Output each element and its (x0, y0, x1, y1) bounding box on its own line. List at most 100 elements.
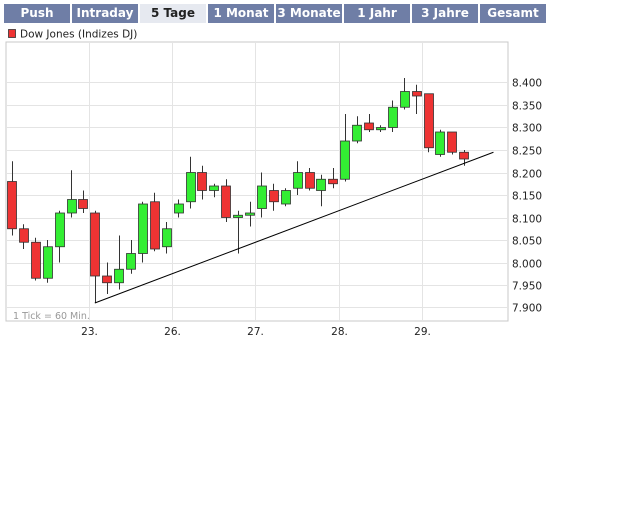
candle (281, 188, 291, 207)
candle-body (424, 93, 434, 149)
candle-body (435, 131, 445, 155)
y-tick-label: 8.350 (512, 101, 542, 113)
candle (293, 161, 303, 195)
candle-body (233, 214, 243, 218)
candle (245, 201, 255, 227)
tab-gesamt[interactable]: Gesamt (480, 4, 546, 23)
candle-body (293, 172, 303, 189)
candle (55, 210, 65, 263)
candle-body (114, 268, 124, 284)
candle-body (388, 106, 398, 128)
legend-label: Dow Jones (Indizes DJ) (20, 29, 137, 41)
candle (102, 262, 112, 294)
candle (352, 116, 362, 144)
x-tick-label: 27. (247, 326, 264, 338)
candle (197, 165, 207, 200)
candle-body (31, 241, 41, 279)
y-tick-label: 8.200 (512, 169, 542, 181)
candle (90, 210, 100, 303)
candle-body (269, 190, 279, 203)
candle (316, 174, 326, 207)
candle (424, 93, 434, 153)
candle (43, 240, 53, 283)
candle-body (459, 151, 469, 160)
x-tick-label: 29. (414, 326, 431, 338)
plot-frame (5, 41, 509, 322)
trend-line (94, 151, 494, 304)
tick-interval-note: 1 Tick = 60 Min. (13, 311, 90, 322)
y-tick-label: 8.150 (512, 191, 542, 203)
candle (340, 114, 350, 182)
candle-body (174, 203, 184, 214)
candle (388, 100, 398, 132)
candle (328, 168, 338, 189)
y-tick-label: 7.950 (512, 281, 542, 293)
candle-body (412, 91, 422, 97)
candle-body (316, 178, 326, 191)
candle-body (305, 172, 315, 189)
candle (209, 183, 219, 198)
tab-1-jahr[interactable]: 1 Jahr (344, 4, 410, 23)
candle (364, 114, 374, 132)
candle (257, 172, 267, 218)
candle (376, 125, 386, 132)
tab-1-monat[interactable]: 1 Monat (208, 4, 274, 23)
candle-body (221, 185, 231, 218)
tab-3-monate[interactable]: 3 Monate (276, 4, 342, 23)
candle (435, 129, 445, 157)
candle-body (78, 199, 88, 209)
candle (400, 78, 410, 110)
x-tick-label: 26. (164, 326, 181, 338)
x-tick-label: 28. (331, 326, 348, 338)
candlestick-chart: 7.900 7.950 8.000 8.050 8.100 8.150 8.200 8.250… (5, 29, 542, 338)
candle (447, 131, 457, 155)
tab-intraday[interactable]: Intraday (72, 4, 138, 23)
candle-body (352, 124, 362, 142)
y-tick-label: 7.900 (512, 303, 542, 315)
candle-body (376, 127, 386, 131)
candle (233, 210, 243, 254)
candle (126, 240, 136, 274)
candle-body (186, 172, 196, 203)
candle-body (43, 246, 53, 279)
tab-3-jahre[interactable]: 3 Jahre (412, 4, 478, 23)
candle-body (126, 253, 136, 270)
y-tick-label: 8.400 (512, 78, 542, 90)
candle-body (209, 185, 219, 191)
candle-body (328, 178, 338, 185)
candle-body (55, 212, 65, 248)
candle-body (257, 185, 267, 209)
candle (269, 183, 279, 211)
candle (7, 161, 17, 236)
candle-body (7, 181, 17, 230)
candle (174, 199, 184, 218)
y-tick-label: 8.300 (512, 123, 542, 135)
candle-body (19, 228, 29, 243)
candle-body (150, 201, 160, 250)
candle-body (447, 131, 457, 153)
candle (114, 235, 124, 290)
y-tick-label: 8.050 (512, 236, 542, 248)
candle-body (102, 275, 112, 284)
tab-5-tage[interactable]: 5 Tage (140, 4, 206, 23)
candle-body (67, 199, 77, 214)
candle (19, 224, 29, 249)
legend-swatch (8, 29, 16, 38)
candle (305, 168, 315, 191)
x-tick-label: 23. (81, 326, 98, 338)
candle-body (281, 190, 291, 205)
chart-legend: Dow Jones (Indizes DJ) (8, 29, 137, 41)
y-tick-label: 8.100 (512, 214, 542, 226)
candle (186, 156, 196, 209)
tab-push[interactable]: Push (4, 4, 70, 23)
candle (162, 222, 172, 254)
candle-body (340, 140, 350, 180)
candle-body (162, 228, 172, 248)
candle-body (400, 91, 410, 108)
y-tick-label: 8.250 (512, 146, 542, 158)
period-tabs: Push Intraday 5 Tage 1 Monat 3 Monate 1 Jahr 3… (4, 4, 548, 23)
candle (67, 170, 77, 218)
candle-body (90, 212, 100, 277)
candle (221, 179, 231, 222)
candle (412, 84, 422, 114)
